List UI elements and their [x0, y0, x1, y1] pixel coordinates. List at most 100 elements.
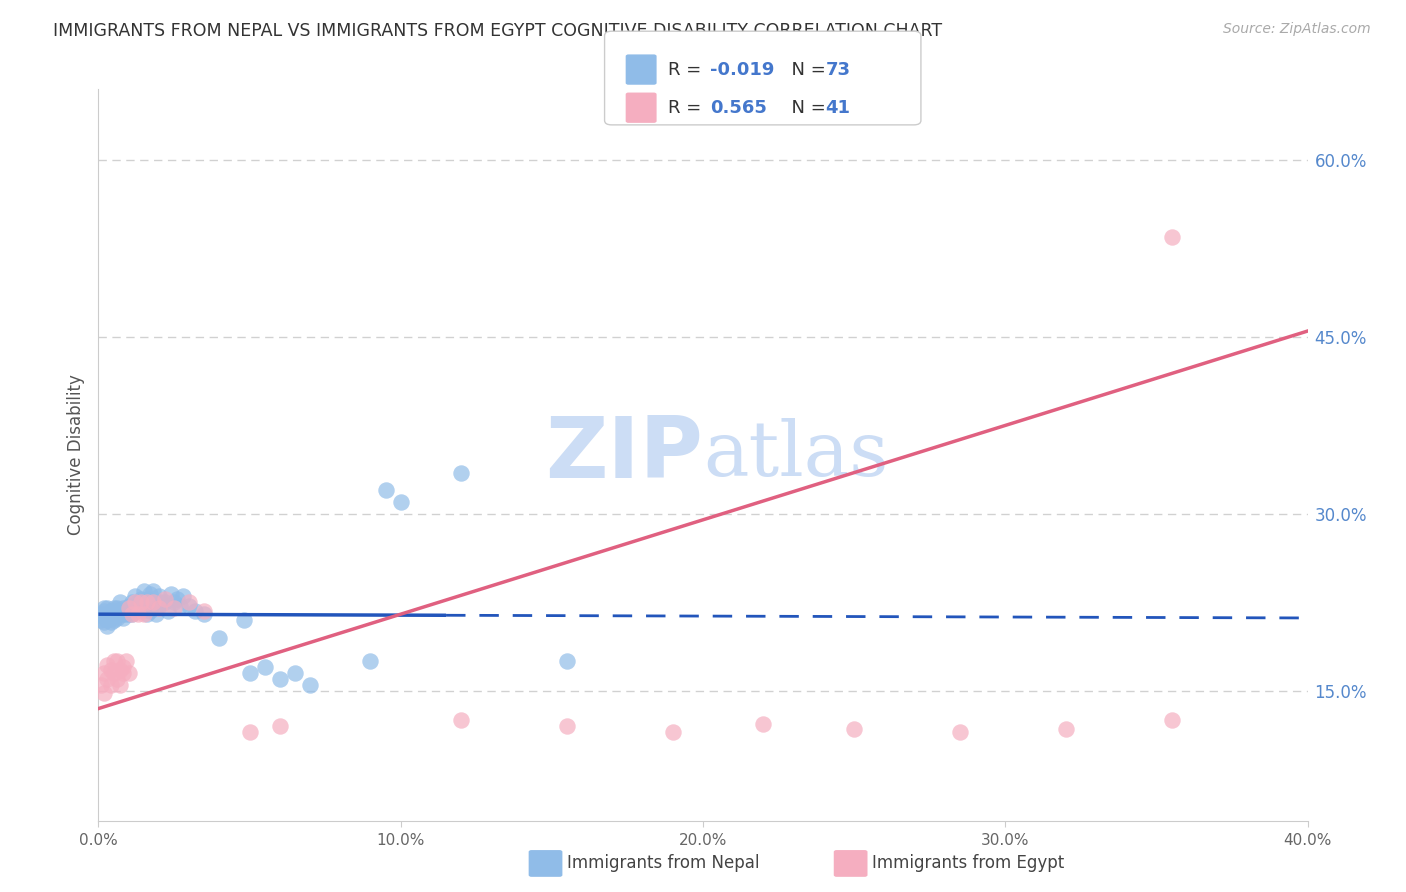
Point [90, 613, 112, 627]
Text: 41: 41 [825, 99, 851, 117]
Point [150, 595, 173, 609]
Point [132, 601, 155, 615]
Point [105, 601, 128, 615]
Y-axis label: Cognitive Disability: Cognitive Disability [66, 375, 84, 535]
Point [105, 672, 128, 686]
Point [105, 654, 128, 668]
Point [148, 601, 170, 615]
Point [127, 601, 149, 615]
Point [121, 607, 143, 622]
Point [450, 466, 472, 480]
Text: R =: R = [668, 61, 707, 78]
Point [103, 601, 125, 615]
Point [108, 604, 131, 618]
Point [269, 719, 291, 733]
Point [239, 666, 262, 681]
Point [156, 604, 179, 618]
Point [121, 595, 143, 609]
Point [103, 666, 125, 681]
Text: Source: ZipAtlas.com: Source: ZipAtlas.com [1223, 22, 1371, 37]
Point [90, 678, 112, 692]
Point [111, 611, 134, 625]
Point [239, 725, 262, 739]
Point [132, 607, 155, 622]
Point [93, 686, 115, 700]
Point [108, 607, 131, 622]
Text: -0.019: -0.019 [710, 61, 775, 78]
Point [93, 604, 115, 618]
Point [114, 604, 136, 618]
Point [111, 601, 134, 615]
Point [129, 604, 152, 618]
Point [132, 583, 155, 598]
Text: Immigrants from Egypt: Immigrants from Egypt [872, 855, 1064, 872]
Point [142, 595, 165, 609]
Point [148, 590, 170, 604]
Point [93, 666, 115, 681]
Point [118, 604, 141, 618]
Point [1160, 229, 1182, 244]
Point [103, 613, 125, 627]
Point [661, 725, 683, 739]
Point [129, 595, 152, 609]
Point [145, 607, 167, 622]
Point [179, 599, 201, 613]
Point [93, 615, 115, 630]
Point [100, 615, 122, 630]
Point [96, 607, 118, 622]
Point [752, 717, 775, 731]
Point [121, 607, 143, 622]
Point [111, 666, 134, 681]
Point [208, 631, 231, 645]
Point [450, 714, 472, 728]
Point [96, 613, 118, 627]
Point [108, 663, 131, 677]
Text: IMMIGRANTS FROM NEPAL VS IMMIGRANTS FROM EGYPT COGNITIVE DISABILITY CORRELATION : IMMIGRANTS FROM NEPAL VS IMMIGRANTS FROM… [53, 22, 942, 40]
Point [163, 595, 186, 609]
Text: N =: N = [780, 61, 832, 78]
Point [142, 595, 165, 609]
Point [96, 619, 118, 633]
Point [153, 591, 176, 606]
Point [129, 591, 152, 606]
Point [232, 613, 254, 627]
Point [127, 595, 149, 609]
Point [160, 587, 183, 601]
Point [114, 607, 136, 622]
Point [179, 595, 201, 609]
Point [1160, 714, 1182, 728]
Point [118, 599, 141, 613]
Point [163, 601, 186, 615]
Point [103, 607, 125, 622]
Point [100, 604, 122, 618]
Point [193, 604, 215, 618]
Point [96, 601, 118, 615]
Point [114, 654, 136, 668]
Point [105, 611, 128, 625]
Point [949, 725, 972, 739]
Point [139, 604, 162, 618]
Point [103, 604, 125, 618]
Point [172, 590, 194, 604]
Point [100, 678, 122, 692]
Point [108, 595, 131, 609]
Point [269, 672, 291, 686]
Point [148, 599, 170, 613]
Point [90, 607, 112, 622]
Point [844, 722, 866, 736]
Text: 73: 73 [825, 61, 851, 78]
Point [193, 607, 215, 622]
Point [135, 591, 157, 606]
Point [555, 719, 578, 733]
Text: atlas: atlas [703, 418, 889, 491]
Point [555, 654, 578, 668]
Point [105, 607, 128, 622]
Point [374, 483, 396, 498]
Point [169, 599, 191, 613]
Point [118, 601, 141, 615]
Point [360, 654, 382, 668]
Point [103, 654, 125, 668]
Point [142, 583, 165, 598]
Point [93, 609, 115, 624]
Point [118, 666, 141, 681]
